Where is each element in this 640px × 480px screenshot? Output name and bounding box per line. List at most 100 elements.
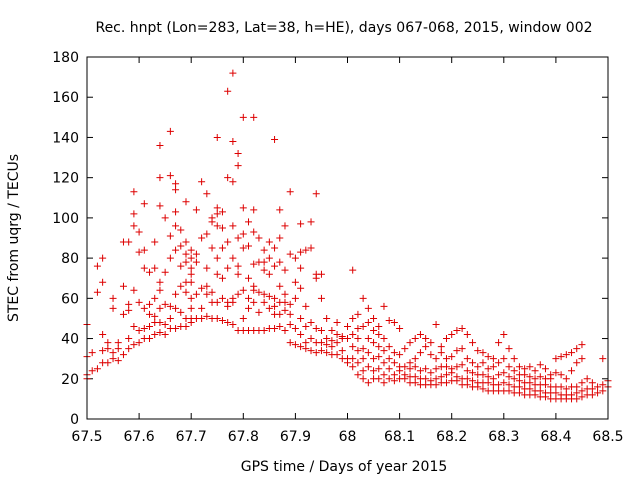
data-point [239, 113, 247, 121]
data-point [317, 294, 325, 302]
data-point [380, 359, 388, 367]
data-point [380, 347, 388, 355]
data-point [297, 331, 305, 339]
data-point [297, 343, 305, 351]
data-point [187, 270, 195, 278]
data-point [286, 300, 294, 308]
data-point [135, 339, 143, 347]
data-point [526, 363, 534, 371]
data-point [411, 335, 419, 343]
data-point [146, 310, 154, 318]
data-point [599, 381, 607, 389]
data-point [364, 379, 372, 387]
data-point [432, 320, 440, 328]
data-point [406, 359, 414, 367]
data-point [109, 349, 117, 357]
data-point [333, 331, 341, 339]
data-point [93, 262, 101, 270]
data-point [271, 135, 279, 143]
data-point [469, 377, 477, 385]
data-point [349, 266, 357, 274]
data-point [213, 204, 221, 212]
data-point [562, 385, 570, 393]
data-point [333, 351, 341, 359]
data-point [177, 226, 185, 234]
y-tick-label: 140 [52, 130, 79, 146]
data-point [442, 355, 450, 363]
data-point [385, 355, 393, 363]
data-point [286, 339, 294, 347]
data-point [375, 353, 383, 361]
data-point [224, 264, 232, 272]
data-point [198, 304, 206, 312]
data-point [349, 331, 357, 339]
data-point [364, 349, 372, 357]
data-point [323, 335, 331, 343]
data-point [229, 69, 237, 77]
data-point [281, 306, 289, 314]
x-tick-label: 68.5 [592, 429, 623, 445]
data-point [474, 347, 482, 355]
data-point [156, 318, 164, 326]
y-tick-label: 80 [61, 251, 79, 267]
data-point [526, 379, 534, 387]
data-point [422, 343, 430, 351]
data-point [463, 331, 471, 339]
data-point [297, 220, 305, 228]
data-point [276, 234, 284, 242]
data-point [125, 335, 133, 343]
data-point [218, 274, 226, 282]
data-point [234, 150, 242, 158]
data-point [448, 353, 456, 361]
data-point [166, 232, 174, 240]
y-tick-label: 160 [52, 90, 79, 106]
data-point [573, 345, 581, 353]
data-point [521, 365, 529, 373]
data-point [416, 331, 424, 339]
data-point [297, 264, 305, 272]
data-point [234, 162, 242, 170]
data-point [276, 310, 284, 318]
data-point [271, 262, 279, 270]
data-point [88, 349, 96, 357]
data-point [291, 278, 299, 286]
data-point [541, 365, 549, 373]
data-point [146, 268, 154, 276]
data-point [437, 343, 445, 351]
data-point [119, 351, 127, 359]
data-point [239, 230, 247, 238]
data-point [370, 327, 378, 335]
data-point [218, 244, 226, 252]
data-point [599, 355, 607, 363]
data-point [474, 363, 482, 371]
data-point [302, 345, 310, 353]
data-point [531, 367, 539, 375]
data-point [130, 210, 138, 218]
data-point [307, 318, 315, 326]
data-point [245, 294, 253, 302]
data-point [104, 359, 112, 367]
y-axis-title: STEC from uqrg / TECUs [6, 154, 22, 322]
data-point [125, 306, 133, 314]
data-point [547, 371, 555, 379]
data-point [297, 284, 305, 292]
data-point [328, 327, 336, 335]
data-point [203, 230, 211, 238]
data-point [125, 238, 133, 246]
x-tick-label: 68.2 [436, 429, 467, 445]
data-point [521, 371, 529, 379]
data-point [229, 320, 237, 328]
data-point [515, 377, 523, 385]
data-point [198, 284, 206, 292]
data-point [260, 258, 268, 266]
data-point [119, 310, 127, 318]
data-point [234, 262, 242, 270]
data-point [573, 383, 581, 391]
data-point [245, 242, 253, 250]
data-point [297, 248, 305, 256]
data-point [442, 379, 450, 387]
data-point [208, 288, 216, 296]
data-point [187, 278, 195, 286]
data-point [161, 268, 169, 276]
data-point [166, 314, 174, 322]
